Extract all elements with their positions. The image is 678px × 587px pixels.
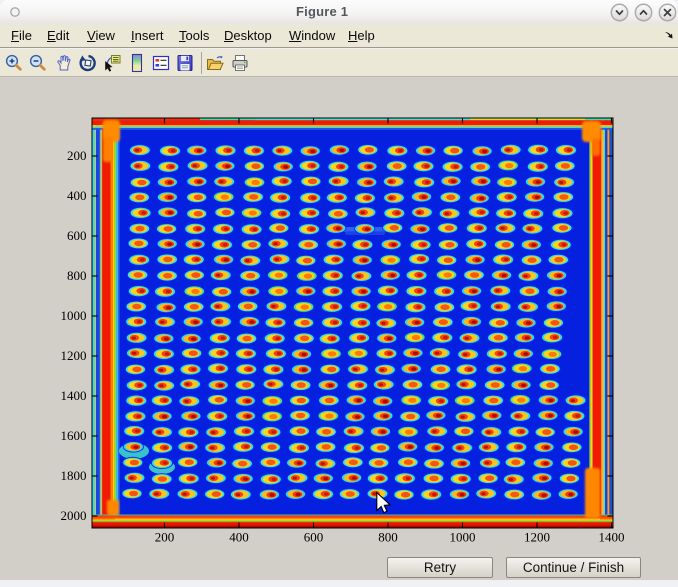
svg-text:1200: 1200 <box>524 530 550 545</box>
svg-text:1400: 1400 <box>599 530 625 545</box>
svg-text:1200: 1200 <box>61 348 87 363</box>
svg-text:200: 200 <box>155 530 175 545</box>
svg-text:200: 200 <box>67 148 87 163</box>
svg-text:800: 800 <box>67 268 87 283</box>
svg-text:600: 600 <box>67 228 87 243</box>
svg-text:1000: 1000 <box>61 308 87 323</box>
svg-text:1000: 1000 <box>450 530 476 545</box>
svg-text:1400: 1400 <box>61 388 87 403</box>
svg-text:1800: 1800 <box>61 468 87 483</box>
svg-text:400: 400 <box>229 530 249 545</box>
svg-text:800: 800 <box>378 530 398 545</box>
svg-text:400: 400 <box>67 188 87 203</box>
svg-text:1600: 1600 <box>61 428 87 443</box>
svg-text:2000: 2000 <box>61 508 87 523</box>
svg-text:600: 600 <box>304 530 324 545</box>
